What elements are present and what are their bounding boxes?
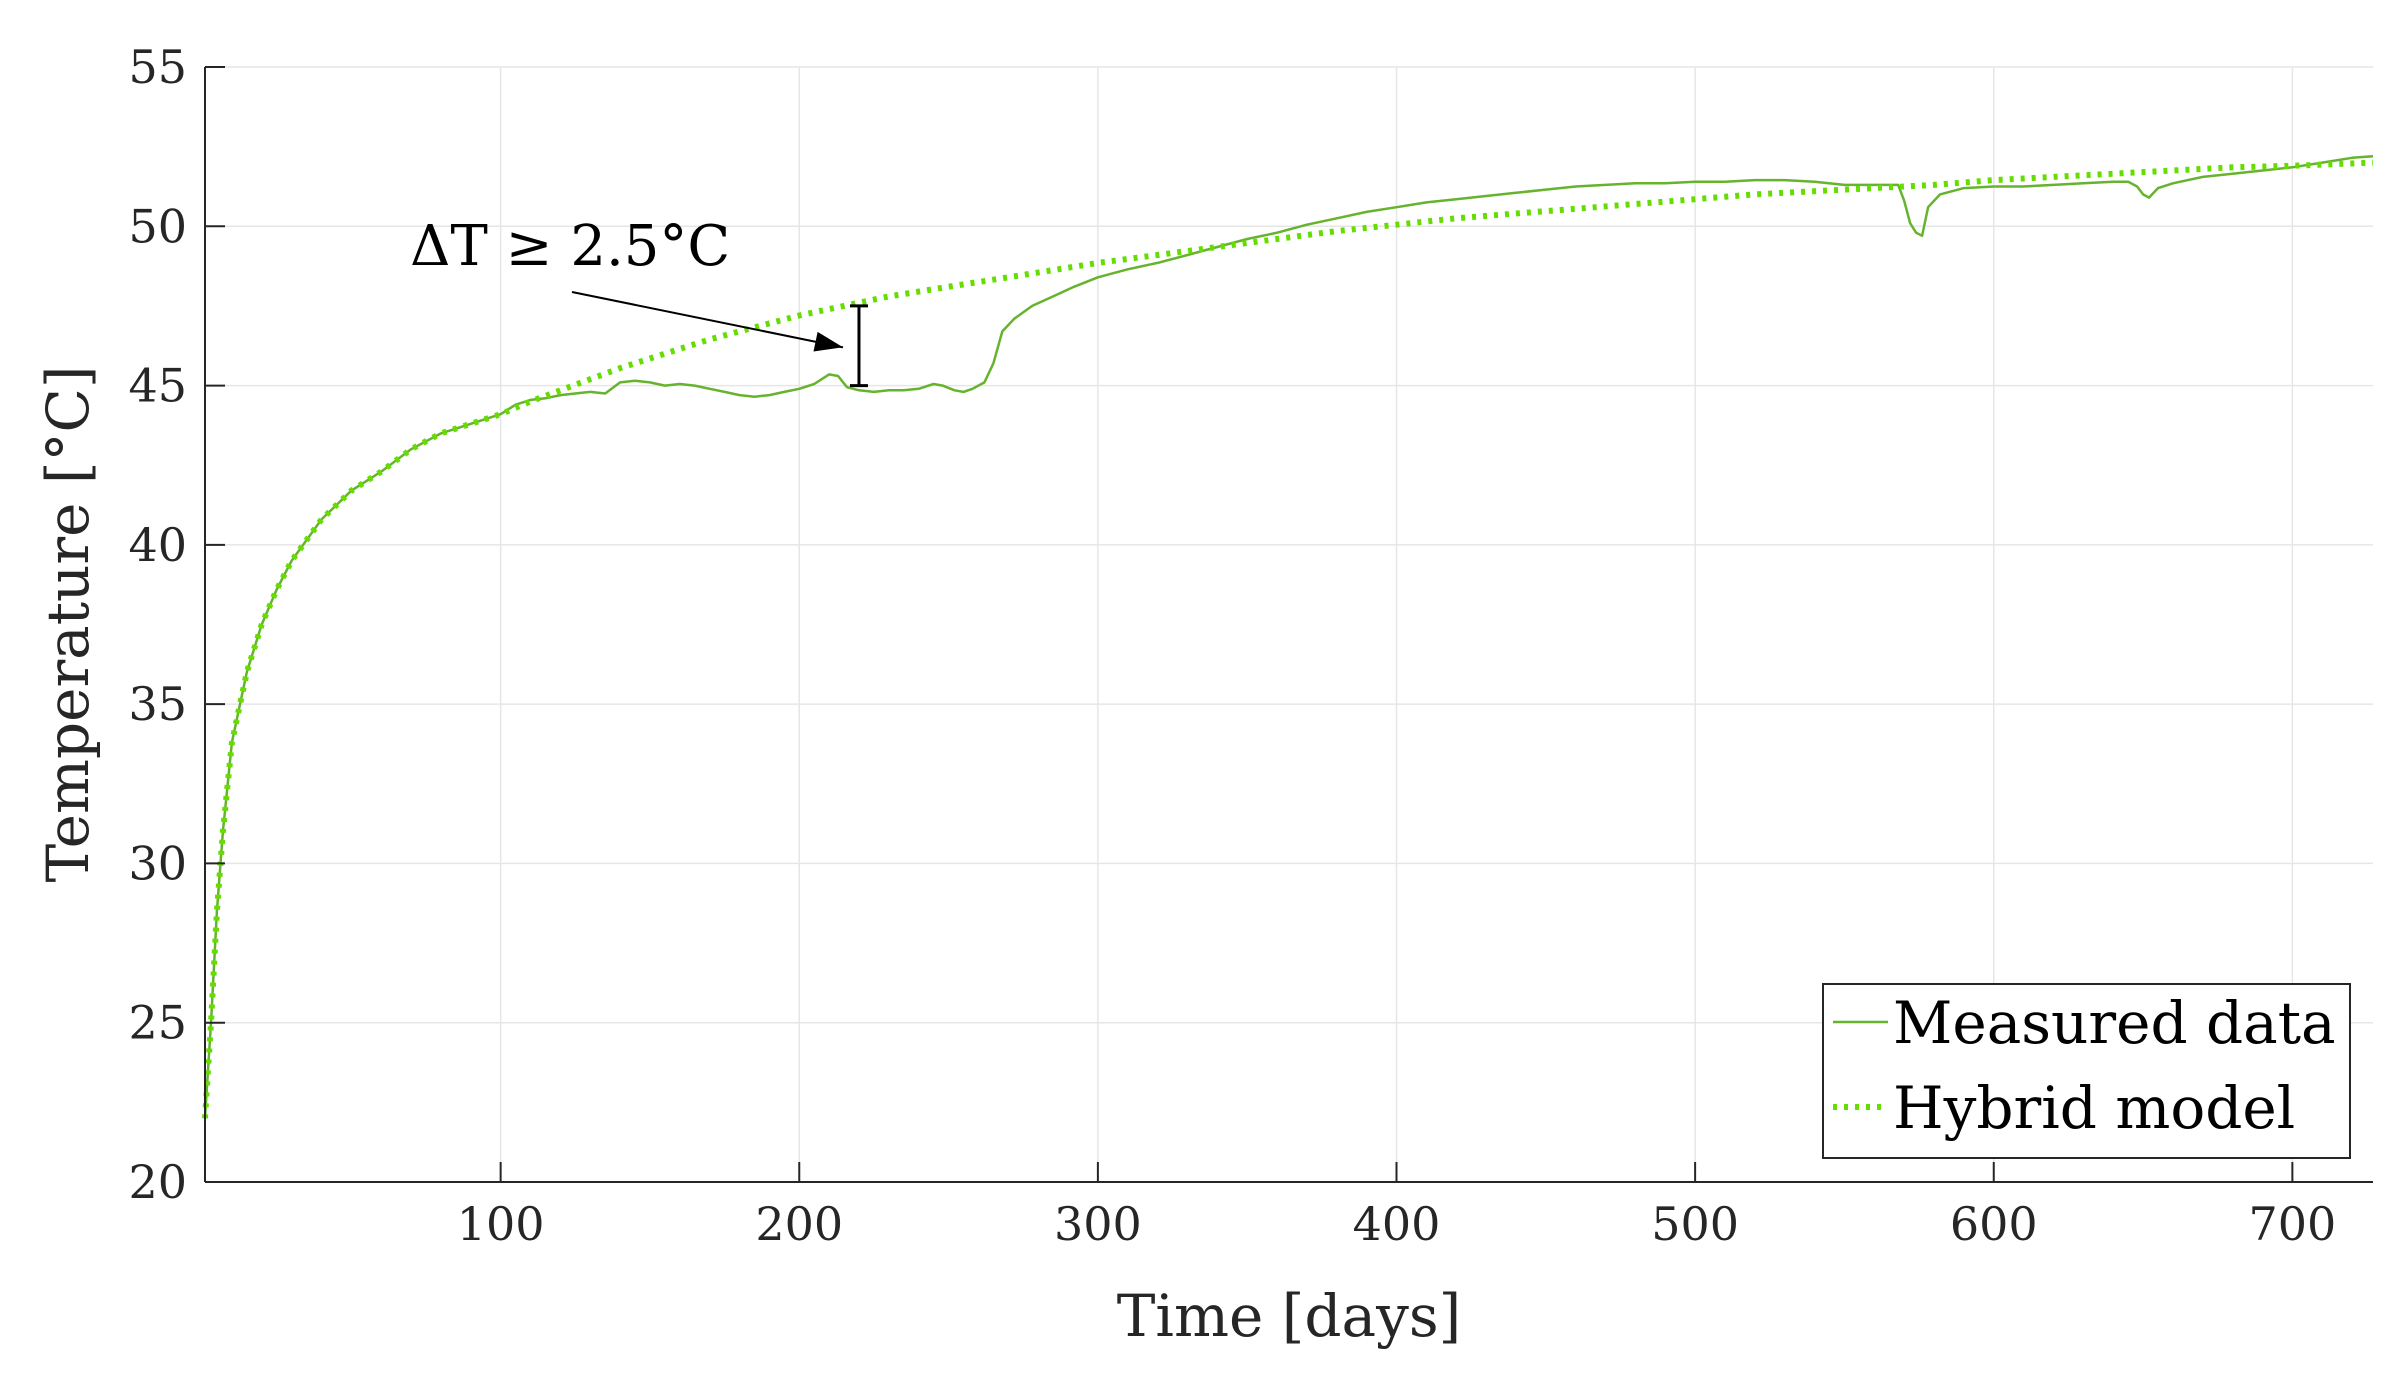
x-tick-label: 500 bbox=[1651, 1197, 1739, 1251]
legend-label-hybrid: Hybrid model bbox=[1893, 1074, 2295, 1142]
axes bbox=[204, 66, 2373, 1183]
y-tick-label: 20 bbox=[128, 1155, 187, 1209]
x-tick-label: 100 bbox=[457, 1197, 545, 1251]
x-tick-label: 400 bbox=[1353, 1197, 1441, 1251]
x-tick-label: 700 bbox=[2248, 1197, 2336, 1251]
y-axis-label: Temperature [°C] bbox=[34, 365, 102, 882]
x-tick-label: 600 bbox=[1950, 1197, 2038, 1251]
legend-box bbox=[1822, 983, 2351, 1159]
y-tick-label: 30 bbox=[128, 836, 187, 890]
annotation-label: ΔT ≥ 2.5°C bbox=[410, 214, 730, 279]
x-tick-label: 200 bbox=[755, 1197, 843, 1251]
y-tick-label: 40 bbox=[128, 518, 187, 572]
y-tick-label: 45 bbox=[128, 359, 187, 413]
legend: Measured data Hybrid model bbox=[1822, 983, 2351, 1159]
y-tick-label: 35 bbox=[128, 677, 187, 731]
x-tick-label: 300 bbox=[1054, 1197, 1142, 1251]
annotation-arrow bbox=[571, 291, 844, 349]
x-axis-label: Time [days] bbox=[1117, 1282, 1462, 1350]
y-tick-label: 25 bbox=[128, 996, 187, 1050]
y-tick-label: 55 bbox=[128, 40, 187, 94]
series-layer bbox=[202, 154, 2374, 1119]
annotation: ΔT ≥ 2.5°C bbox=[410, 214, 868, 388]
annotation-arrowhead bbox=[813, 331, 843, 352]
y-tick-label: 50 bbox=[128, 199, 187, 253]
tick-labels: 100 200 300 400 500 600 700 20 25 30 35 40 45 50 55 bbox=[128, 40, 2336, 1251]
legend-label-measured: Measured data bbox=[1893, 989, 2336, 1057]
